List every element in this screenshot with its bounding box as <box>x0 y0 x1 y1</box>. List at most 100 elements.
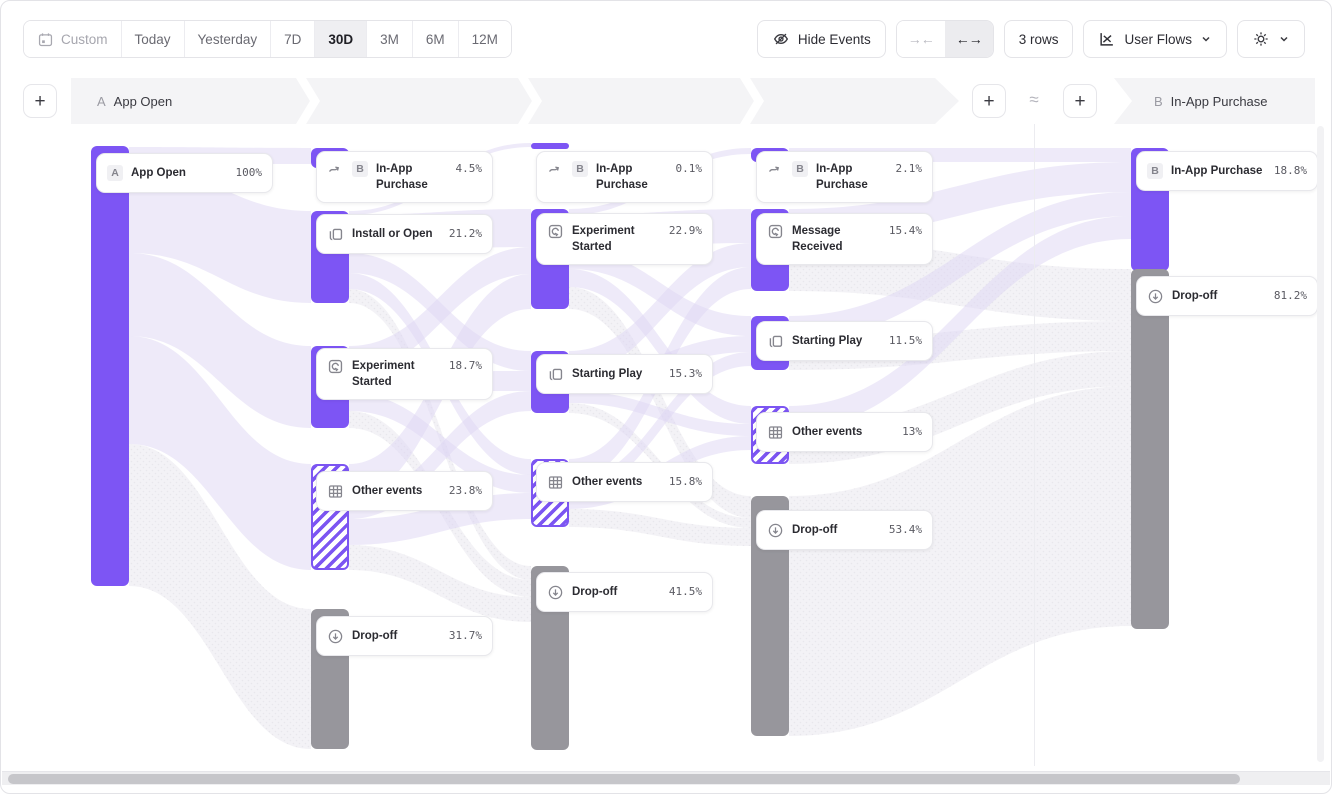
grid-icon <box>327 483 344 500</box>
node-percent: 18.7% <box>448 359 482 372</box>
date-range-7d[interactable]: 7D <box>271 21 316 57</box>
node-label: Drop-off <box>792 523 838 536</box>
flow-node-in-app-purchase[interactable]: B In-App Purchase 4.5% <box>316 151 493 203</box>
flow-node-other-events[interactable]: Other events 13% <box>756 412 933 452</box>
flow-node-drop-off[interactable]: Drop-off 31.7% <box>316 616 493 656</box>
flow-node-message-received[interactable]: Message Received 15.4% <box>756 213 933 265</box>
horizontal-scrollbar[interactable] <box>2 771 1330 785</box>
flow-node-target-in-app-purchase[interactable]: B In-App Purchase 18.8% <box>1136 151 1318 191</box>
node-percent: 0.1% <box>675 162 703 175</box>
drop-off-icon <box>547 584 564 601</box>
add-step-button-before-target[interactable]: + <box>972 84 1006 118</box>
step-name: In-App Purchase <box>1170 93 1268 109</box>
node-label: Starting Play <box>792 334 863 347</box>
toolbar: Custom Today Yesterday 7D 30D 3M 6M 12M … <box>23 20 1305 58</box>
flow-chart-icon <box>1098 30 1116 48</box>
node-percent: 23.8% <box>448 483 482 497</box>
node-percent: 100% <box>235 165 263 179</box>
node-label: Other events <box>352 484 423 497</box>
flow-bar-target-drop-off[interactable] <box>1131 269 1169 629</box>
gear-icon <box>1252 30 1270 48</box>
column-width-toggle: →← ←→ <box>895 20 994 58</box>
flow-node-in-app-purchase[interactable]: B In-App Purchase 0.1% <box>536 151 713 203</box>
node-label: Other events <box>572 475 643 488</box>
hide-events-button[interactable]: Hide Events <box>756 20 886 58</box>
flow-node-other-events[interactable]: Other events 23.8% <box>316 471 493 511</box>
node-label: In-App Purchase <box>1171 164 1263 177</box>
date-range-30d[interactable]: 30D <box>315 21 368 57</box>
flow-node-install-or-open[interactable]: Install or Open 21.2% <box>316 214 493 254</box>
node-percent: 15.8% <box>668 474 702 488</box>
date-range-today[interactable]: Today <box>121 21 185 57</box>
drop-off-icon <box>767 522 784 539</box>
date-range-6m[interactable]: 6M <box>412 21 459 57</box>
rows-button[interactable]: 3 rows <box>1003 20 1074 58</box>
node-label: App Open <box>131 166 186 179</box>
calendar-icon <box>37 31 54 48</box>
node-label: Other events <box>792 425 863 438</box>
flow-node-target-drop-off[interactable]: Drop-off 81.2% <box>1136 276 1318 316</box>
experiment-icon <box>327 358 344 375</box>
date-range-3m[interactable]: 3M <box>367 21 413 57</box>
node-percent: 2.1% <box>895 162 923 175</box>
node-percent: 81.2% <box>1273 288 1307 302</box>
node-percent: 18.8% <box>1273 163 1307 177</box>
date-range-group: Custom Today Yesterday 7D 30D 3M 6M 12M <box>23 20 512 58</box>
node-percent: 13% <box>902 424 922 438</box>
settings-dropdown[interactable] <box>1237 20 1305 58</box>
node-percent: 31.7% <box>448 628 482 642</box>
date-range-custom[interactable]: Custom <box>24 21 122 57</box>
chevron-down-icon <box>1200 33 1212 45</box>
node-percent: 15.3% <box>668 366 702 380</box>
flow-node-other-events[interactable]: Other events 15.8% <box>536 462 713 502</box>
chart-type-dropdown[interactable]: User Flows <box>1083 20 1227 58</box>
expand-columns-button[interactable]: ←→ <box>944 21 993 57</box>
flow-bar-in-app-purchase[interactable] <box>531 143 569 149</box>
node-label: Install or Open <box>352 227 433 240</box>
overlapping-squares-icon <box>767 333 784 350</box>
flow-node-drop-off[interactable]: Drop-off 41.5% <box>536 572 713 612</box>
date-range-12m[interactable]: 12M <box>458 21 511 57</box>
flow-node-starting-play[interactable]: Starting Play 15.3% <box>536 354 713 394</box>
grid-icon <box>547 474 564 491</box>
step-band-target-event[interactable]: B In-App Purchase <box>1114 78 1315 124</box>
node-label: In-App Purchase <box>816 163 868 192</box>
toolbar-right: Hide Events →← ←→ 3 rows User Flows <box>756 20 1305 58</box>
flow-arrow-icon <box>327 161 344 178</box>
drop-off-icon <box>327 628 344 645</box>
flow-arrow-icon <box>547 161 564 178</box>
date-range-yesterday[interactable]: Yesterday <box>184 21 272 57</box>
node-label: Experiment Started <box>352 360 415 389</box>
step-band-start-event[interactable]: A App Open <box>71 78 959 124</box>
collapse-columns-button[interactable]: →← <box>896 21 945 57</box>
flow-node-starting-play[interactable]: Starting Play 11.5% <box>756 321 933 361</box>
step-header: + A App Open + ≈ + B In-App Purchase <box>1 78 1331 124</box>
vertical-scrollbar[interactable] <box>1317 126 1324 762</box>
eye-off-icon <box>772 30 790 48</box>
flow-node-experiment-started[interactable]: Experiment Started 18.7% <box>316 348 493 400</box>
node-label: Drop-off <box>352 629 398 642</box>
node-label: In-App Purchase <box>596 163 648 192</box>
node-label: Starting Play <box>572 367 643 380</box>
experiment-icon <box>547 223 564 240</box>
flow-node-in-app-purchase[interactable]: B In-App Purchase 2.1% <box>756 151 933 203</box>
flow-node-app-open[interactable]: A App Open 100% <box>96 153 273 193</box>
event-letter-badge: A <box>107 165 123 181</box>
add-step-button-after-approx[interactable]: + <box>1063 84 1097 118</box>
overlapping-squares-icon <box>327 226 344 243</box>
node-percent: 53.4% <box>888 522 922 536</box>
node-label: Message Received <box>792 225 843 254</box>
date-range-label: Custom <box>61 31 108 47</box>
flow-node-experiment-started[interactable]: Experiment Started 22.9% <box>536 213 713 265</box>
grid-icon <box>767 424 784 441</box>
event-letter-badge: B <box>792 161 808 177</box>
flow-node-drop-off[interactable]: Drop-off 53.4% <box>756 510 933 550</box>
chevron-down-icon <box>1278 33 1290 45</box>
step-name: App Open <box>113 93 173 109</box>
add-step-button-left[interactable]: + <box>23 84 57 118</box>
flow-arrow-icon <box>767 161 784 178</box>
panel-divider <box>1034 124 1035 766</box>
horizontal-scrollbar-thumb[interactable] <box>8 774 1240 784</box>
event-letter-badge: B <box>352 161 368 177</box>
flow-bar-app-open[interactable] <box>91 146 129 586</box>
